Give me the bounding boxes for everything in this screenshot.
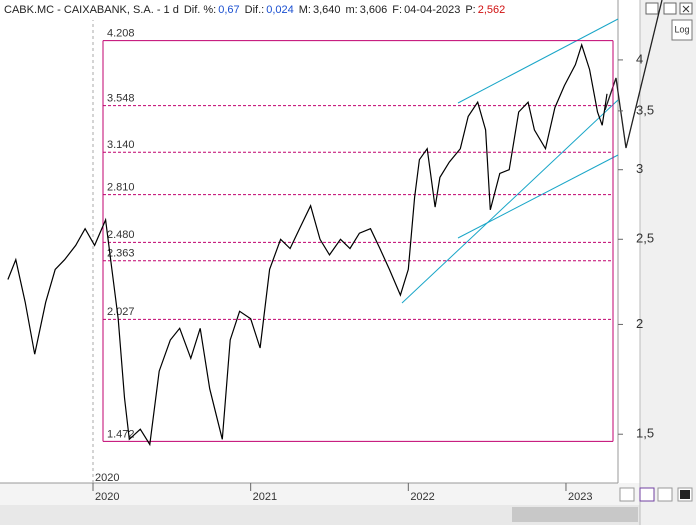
stat-label: P: [465, 4, 475, 16]
close-icon [682, 5, 690, 13]
x-tick-label: 2020 [95, 491, 119, 503]
level-label: 2.810 [107, 182, 135, 194]
stat-label: F: [392, 4, 402, 16]
wave-button[interactable] [619, 487, 635, 502]
y-tick-label: 1,5 [636, 426, 654, 441]
stat-label: M: [299, 4, 311, 16]
channel-upper [457, 18, 619, 104]
stat-label: Dif.: [245, 4, 265, 16]
window-button[interactable] [645, 2, 659, 15]
level-label: 2.027 [107, 306, 135, 318]
x-tick-label: 2023 [568, 491, 592, 503]
header-bg [0, 0, 330, 20]
x-tick-label: 2022 [410, 491, 434, 503]
x-tick-label: 2021 [253, 491, 277, 503]
stat-value: 3,640 [313, 4, 341, 16]
stat-label: Dif. %: [184, 4, 216, 16]
maximize-button[interactable] [663, 2, 677, 15]
stat-value: 2,562 [478, 4, 506, 16]
level-label: 2.363 [107, 248, 135, 260]
y-tick-label: 2 [636, 316, 643, 331]
channel-lower [457, 154, 619, 239]
right-panel [640, 0, 696, 525]
y-tick-label: 3,5 [636, 102, 654, 117]
period-start-label: 2020 [95, 472, 119, 484]
projection-line [604, 0, 663, 149]
stat-value: 0,67 [218, 4, 239, 16]
level-label: 3.548 [107, 93, 135, 105]
level-label: 2.480 [107, 229, 135, 241]
level-label: 3.140 [107, 139, 135, 151]
header: CABK.MC - CAIXABANK, S.A. - 1 d Dif. %: 0,… [4, 4, 505, 16]
pin-button[interactable] [657, 487, 673, 502]
scroll-thumb[interactable] [512, 507, 638, 522]
y-tick-label: 3 [636, 161, 643, 176]
stat-label: m: [346, 4, 358, 16]
level-label: 1.472 [107, 428, 135, 440]
stat-value: 3,606 [360, 4, 388, 16]
x-axis-area [0, 483, 640, 505]
toggle-icon [680, 490, 690, 499]
price-line [7, 42, 608, 447]
save-button[interactable] [639, 487, 655, 502]
scrollbar[interactable] [0, 505, 640, 525]
levels: 4.208 3.548 3.140 2.810 2.480 2.363 2.027 1.472 [102, 27, 614, 442]
log-button-label: Log [674, 24, 689, 34]
y-tick-label: 2,5 [636, 231, 654, 246]
y-tick-label: 4 [636, 51, 643, 66]
channel-middle [401, 99, 619, 304]
symbol-title: CABK.MC - CAIXABANK, S.A. - 1 d [4, 4, 179, 16]
stat-value: 0,024 [266, 4, 294, 16]
level-label: 4.208 [107, 27, 135, 39]
plot: 1,5 2 2,5 3 3,5 4 2020 2021 2022 2023 [7, 42, 654, 503]
log-button[interactable] [671, 19, 693, 41]
stat-value: 04-04-2023 [404, 4, 460, 16]
